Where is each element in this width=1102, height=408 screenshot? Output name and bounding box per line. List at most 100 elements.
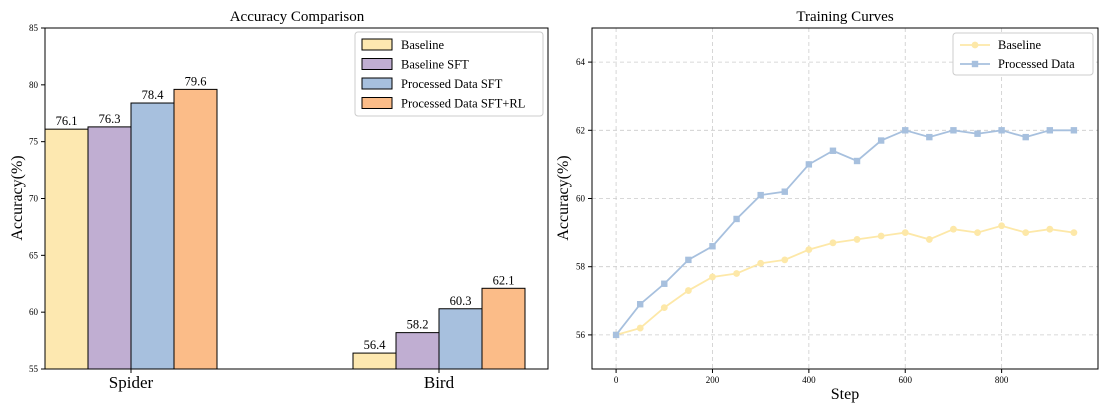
line-x-tick-label: 800: [995, 375, 1009, 385]
line-chart-x-axis-label: Step: [831, 386, 859, 403]
bar-value-label: 78.4: [142, 88, 165, 102]
line-legend-label: Processed Data: [998, 57, 1075, 71]
line-point-baseline: [853, 236, 861, 243]
line-point-baseline: [805, 246, 813, 254]
line-point-baseline: [757, 259, 765, 267]
line-chart-grid: [592, 28, 1098, 369]
line-chart-y-axis-label: Accuracy(%): [555, 155, 572, 240]
line-point-baseline: [925, 236, 933, 243]
line-point-processed-data: [1022, 133, 1029, 141]
line-point-processed-data: [950, 127, 957, 134]
line-point-baseline: [950, 225, 957, 233]
line-point-processed-data: [1070, 127, 1078, 134]
bar-legend-label: Processed Data SFT+RL: [401, 97, 525, 111]
bar-value-label: 56.4: [364, 338, 387, 352]
line-point-baseline: [781, 256, 789, 264]
line-series-processed-data: [615, 129, 1074, 336]
line-point-processed-data: [661, 280, 668, 287]
line-point-processed-data: [877, 137, 885, 144]
bar-value-label: 76.3: [99, 112, 121, 126]
line-point-processed-data: [709, 243, 716, 250]
line-point-processed-data: [805, 161, 813, 168]
line-chart-y-ticks: 56 58 60 62 64: [576, 57, 592, 340]
bar-y-tick-label: 65: [29, 250, 39, 260]
line-chart: Training Curves Accuracy(%) Step 0 200 400…: [555, 9, 1099, 403]
line-y-tick-label: 64: [576, 57, 586, 67]
line-legend-marker: [971, 41, 979, 49]
bar-legend-swatch: [361, 58, 393, 70]
line-point-baseline: [733, 270, 740, 277]
line-point-processed-data: [926, 133, 933, 141]
line-point-processed-data: [757, 191, 764, 199]
line-chart-title: Training Curves: [796, 9, 894, 25]
line-point-baseline: [1022, 229, 1030, 237]
bar-chart-legend: Baseline Baseline SFT Processed Data SFT Pr…: [354, 31, 544, 117]
bar-value-label: 79.6: [185, 74, 207, 88]
line-point-processed-data: [733, 215, 740, 223]
bar-legend-label: Baseline SFT: [401, 58, 469, 72]
bar-y-tick-label: 55: [29, 364, 39, 374]
line-chart-series: [612, 127, 1078, 339]
bar-chart-y-axis-label: Accuracy(%): [9, 155, 26, 240]
line-point-baseline: [660, 304, 668, 312]
bar-spider-baseline-sft: [87, 126, 132, 370]
line-point-baseline: [829, 239, 837, 247]
line-point-processed-data: [1046, 127, 1054, 134]
line-y-tick-label: 62: [576, 125, 585, 135]
bar-legend-swatch: [361, 77, 393, 90]
bar-category-label: Bird: [424, 373, 455, 392]
bar-value-label: 76.1: [56, 114, 78, 128]
line-series-baseline: [615, 224, 1075, 336]
bar-chart: Accuracy Comparison Accuracy(%) 55 60 65 70…: [9, 9, 549, 392]
line-point-baseline: [636, 324, 644, 332]
bar-chart-plot-frame: [44, 27, 549, 370]
line-x-tick-label: 200: [706, 375, 720, 385]
line-point-baseline: [998, 222, 1006, 230]
line-x-tick-label: 400: [802, 375, 816, 385]
bar-spider-baseline: [44, 128, 89, 370]
bar-category-label: Spider: [109, 373, 154, 392]
bar-legend-label: Baseline: [401, 38, 444, 52]
line-point-processed-data: [998, 127, 1005, 134]
line-point-processed-data: [636, 301, 644, 308]
line-chart-legend: Baseline Processed Data: [952, 32, 1094, 76]
line-x-tick-label: 0: [614, 375, 619, 385]
bar-legend-swatch: [361, 38, 393, 51]
bar-y-tick-label: 60: [29, 307, 39, 317]
line-point-processed-data: [781, 188, 788, 195]
bar-y-tick-label: 80: [29, 80, 39, 90]
bar-y-tick-label: 75: [29, 137, 39, 147]
line-point-processed-data: [685, 256, 692, 264]
bar-value-label: 62.1: [493, 273, 515, 287]
line-point-baseline: [974, 229, 981, 237]
line-x-tick-label: 600: [898, 375, 912, 385]
bar-legend-frame: [354, 31, 544, 117]
line-y-tick-label: 56: [576, 330, 586, 340]
bar-legend-swatch: [361, 97, 393, 109]
bar-value-label: 60.3: [450, 294, 472, 308]
line-point-baseline: [709, 273, 716, 281]
line-point-baseline: [877, 232, 885, 240]
line-point-baseline: [1046, 225, 1054, 233]
line-point-processed-data: [829, 147, 837, 154]
bar-chart-bars: [44, 88, 526, 370]
bar-spider-processed-data-sft: [130, 102, 175, 370]
bar-bird-processed-data-sft: [438, 308, 483, 370]
line-point-processed-data: [612, 331, 620, 339]
line-point-processed-data: [853, 157, 861, 165]
bar-bird-processed-data-sft-rl: [481, 287, 526, 370]
bar-spider-processed-data-sft-rl: [173, 88, 218, 370]
line-chart-x-ticks: 0 200 400 600 800: [614, 369, 1009, 385]
line-y-tick-label: 58: [576, 262, 586, 272]
bar-value-label: 58.2: [407, 318, 429, 332]
line-point-baseline: [1070, 229, 1078, 237]
bar-chart-category-labels: Spider Bird: [109, 369, 455, 392]
line-legend-label: Baseline: [998, 38, 1041, 52]
line-point-baseline: [684, 287, 692, 294]
bar-legend-label: Processed Data SFT: [401, 77, 503, 91]
bar-y-tick-label: 70: [29, 194, 39, 204]
bar-chart-title: Accuracy Comparison: [230, 9, 365, 25]
bar-y-tick-label: 85: [29, 23, 39, 33]
line-chart-plot-frame: [591, 27, 1099, 370]
